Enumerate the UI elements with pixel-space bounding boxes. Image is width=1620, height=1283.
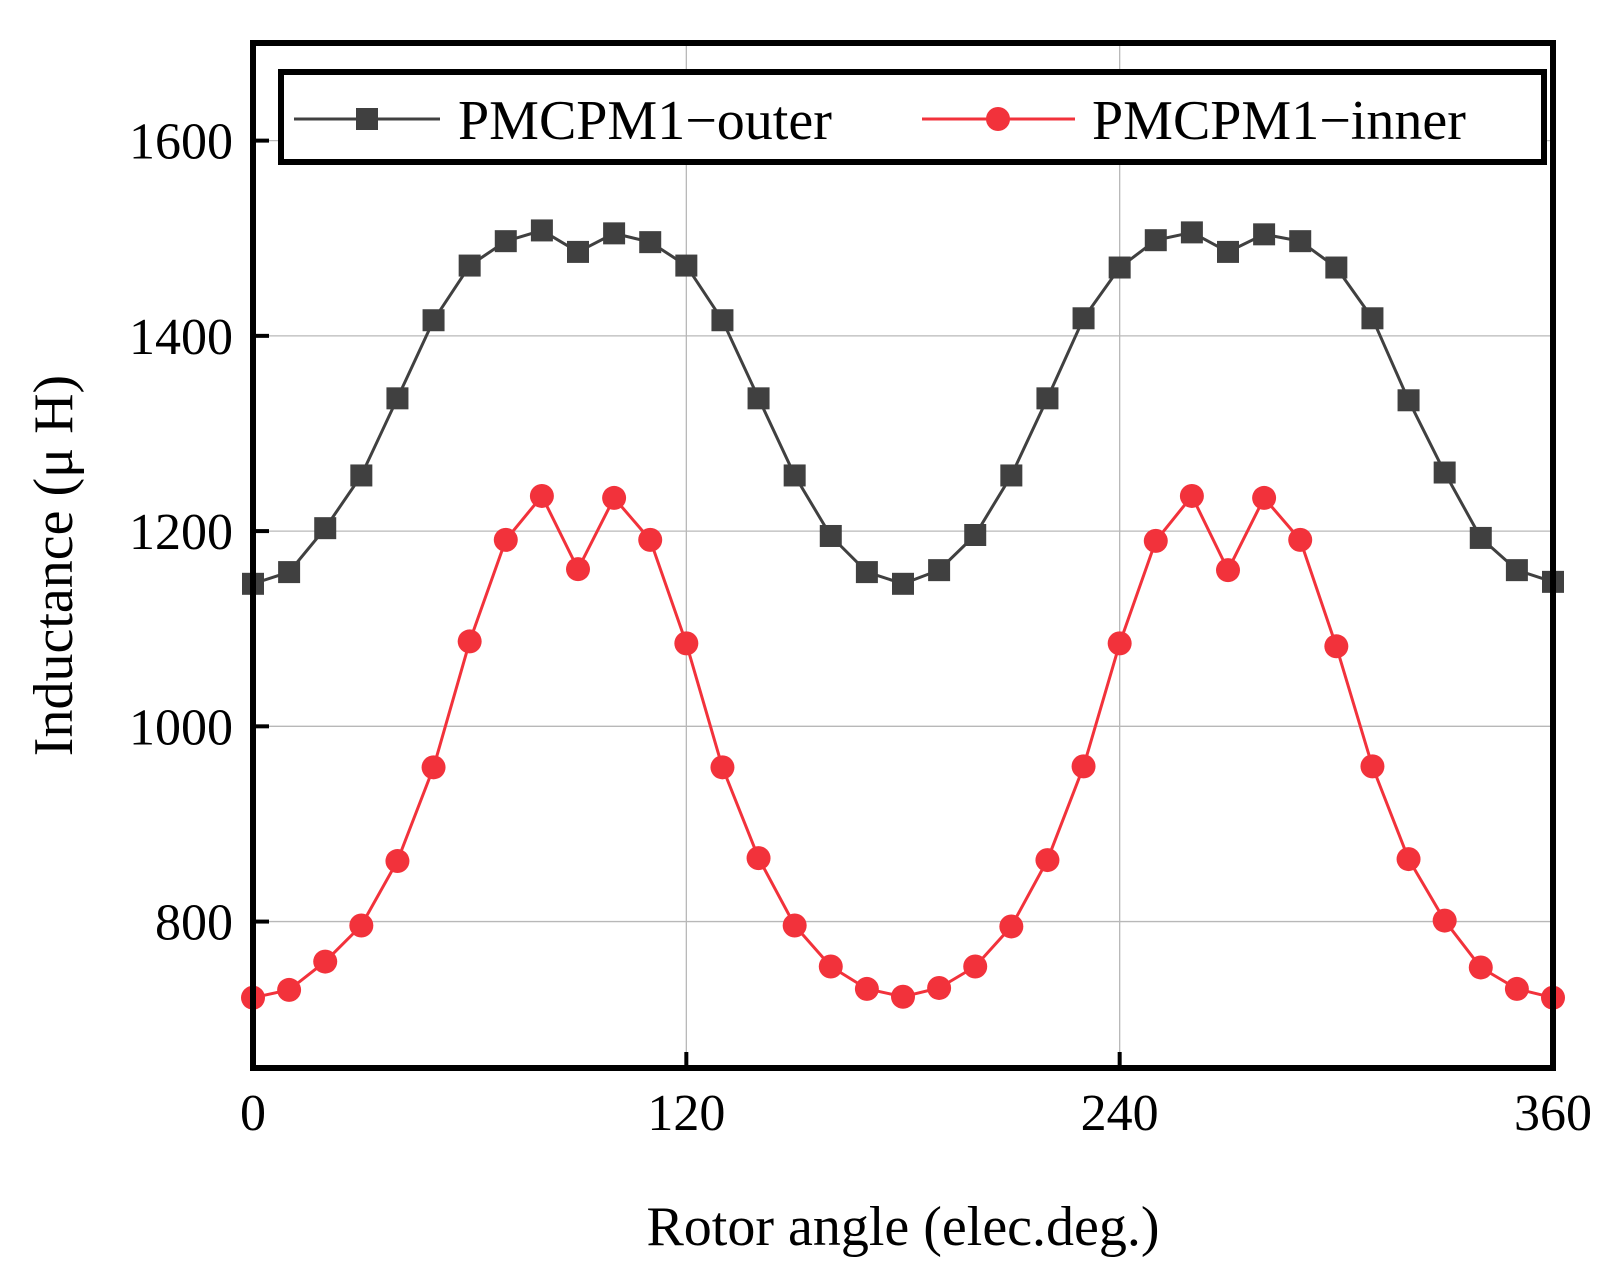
- data-point-outer: [1144, 229, 1167, 252]
- data-point-outer: [386, 387, 409, 410]
- data-point-inner: [1071, 754, 1096, 779]
- data-point-inner: [602, 485, 627, 510]
- series-line-inner: [252, 493, 1554, 1000]
- legend-marker-inner: [986, 107, 1010, 131]
- data-point-outer: [278, 561, 301, 584]
- x-tick-label: 0: [240, 1085, 266, 1142]
- data-point-outer: [1433, 461, 1456, 484]
- x-tick-label: 120: [647, 1085, 725, 1142]
- data-point-outer: [1325, 256, 1348, 279]
- data-point-outer: [458, 254, 481, 277]
- data-point-outer: [603, 222, 626, 245]
- data-point-inner: [1360, 754, 1385, 779]
- data-point-outer: [747, 387, 770, 410]
- x-axis-title: Rotor angle (elec.deg.): [646, 1196, 1159, 1258]
- data-point-outer: [639, 231, 662, 254]
- data-point-inner: [963, 954, 988, 979]
- y-tick-label: 1600: [129, 114, 233, 171]
- axis-ticks: [251, 138, 1555, 1068]
- y-tick-label: 800: [155, 895, 233, 952]
- data-point-outer: [1469, 526, 1492, 549]
- data-point-inner: [529, 483, 554, 508]
- data-point-inner: [1396, 847, 1421, 872]
- data-point-outer: [783, 464, 806, 487]
- data-point-inner: [1107, 631, 1132, 656]
- data-point-outer: [1397, 389, 1420, 412]
- data-point-inner: [999, 914, 1024, 939]
- data-point-inner: [1216, 558, 1240, 583]
- data-point-inner: [277, 977, 302, 1002]
- tick-labels: 0 120 240 360 800 1000 1200 1400 1600: [129, 114, 1592, 1142]
- data-point-inner: [1179, 483, 1204, 508]
- series-inner: [241, 483, 1565, 1010]
- data-point-inner: [927, 975, 952, 1000]
- data-point-inner: [349, 913, 374, 938]
- data-point-outer: [1361, 307, 1384, 330]
- grid-lines: [253, 43, 1553, 1068]
- data-point-inner: [1143, 528, 1168, 553]
- data-point-outer: [855, 561, 878, 584]
- data-point-inner: [638, 527, 663, 552]
- data-point-inner: [1288, 527, 1313, 552]
- data-point-outer: [964, 524, 987, 546]
- data-point-inner: [891, 984, 915, 1009]
- data-point-inner: [818, 954, 843, 979]
- data-point-inner: [1432, 908, 1457, 933]
- data-point-outer: [1036, 387, 1059, 410]
- plot-frame: [250, 40, 1556, 1071]
- data-point-outer: [1217, 240, 1239, 263]
- x-tick-label: 240: [1081, 1085, 1159, 1142]
- data-point-inner: [1035, 848, 1060, 873]
- data-point-outer: [1072, 307, 1095, 330]
- data-point-outer: [1000, 464, 1023, 487]
- data-point-inner: [1468, 955, 1493, 980]
- data-point-outer: [494, 230, 517, 253]
- data-point-outer: [567, 240, 589, 263]
- data-point-inner: [457, 629, 482, 654]
- data-point-inner: [385, 849, 410, 874]
- data-point-outer: [1180, 221, 1203, 244]
- legend-label-inner: PMCPM1−inner: [1092, 90, 1466, 152]
- data-point-inner: [1504, 976, 1529, 1001]
- series-layer: [241, 219, 1565, 1010]
- y-tick-label: 1400: [129, 309, 233, 366]
- data-point-outer: [675, 254, 698, 277]
- data-point-inner: [313, 949, 338, 974]
- y-axis-title: Inductance (μ H): [23, 375, 85, 756]
- series-outer: [242, 219, 1564, 595]
- y-tick-label: 1200: [129, 504, 233, 561]
- data-point-inner: [1324, 634, 1349, 659]
- data-point-inner: [746, 846, 771, 871]
- data-point-outer: [819, 524, 842, 547]
- data-point-inner: [710, 755, 735, 780]
- data-point-outer: [711, 309, 734, 332]
- data-point-outer: [530, 219, 553, 242]
- legend-label-outer: PMCPM1−outer: [458, 90, 832, 152]
- data-point-outer: [1253, 223, 1276, 246]
- legend-marker-outer: [356, 108, 378, 130]
- data-point-inner: [674, 631, 699, 656]
- data-point-inner: [782, 913, 807, 938]
- x-tick-label: 360: [1514, 1085, 1592, 1142]
- data-point-outer: [422, 309, 445, 332]
- data-point-outer: [314, 517, 337, 540]
- data-point-inner: [493, 527, 518, 552]
- data-point-inner: [566, 557, 590, 582]
- data-point-outer: [892, 572, 914, 595]
- y-tick-label: 1000: [129, 699, 233, 756]
- legend: PMCPM1−outer PMCPM1−inner: [278, 69, 1547, 165]
- legend-box: [278, 69, 1547, 165]
- data-point-outer: [928, 559, 951, 582]
- data-point-outer: [1505, 559, 1528, 582]
- data-point-inner: [854, 976, 879, 1001]
- data-point-outer: [350, 464, 373, 487]
- data-point-inner: [1252, 485, 1277, 510]
- data-point-outer: [1289, 230, 1312, 253]
- data-point-outer: [1108, 256, 1131, 279]
- data-point-inner: [421, 755, 446, 780]
